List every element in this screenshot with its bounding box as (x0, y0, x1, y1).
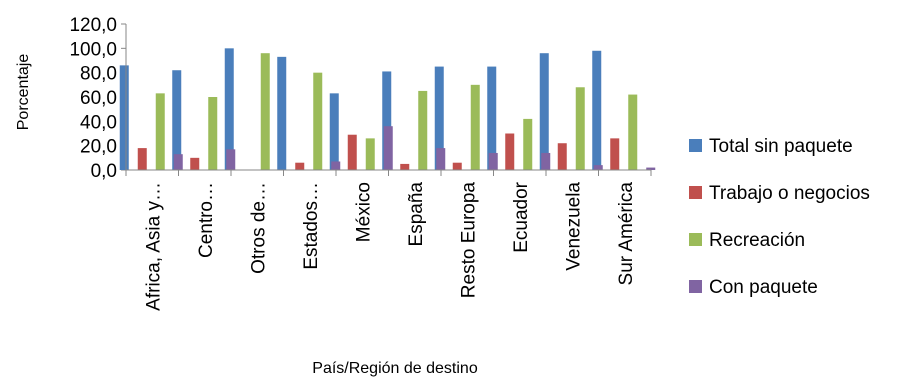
bar (418, 90, 428, 170)
category-label: Resto Europa (458, 182, 479, 299)
bar (523, 118, 533, 170)
bar (224, 48, 234, 171)
bar (541, 152, 551, 170)
category-label: España (406, 182, 427, 247)
bar (347, 134, 357, 170)
bar (155, 93, 165, 170)
bar (400, 163, 410, 170)
bar (313, 72, 323, 170)
x-axis-title: País/Región de destino (312, 360, 478, 377)
bar (592, 50, 602, 171)
bar (628, 94, 638, 170)
bar (295, 162, 305, 170)
bar (470, 84, 480, 170)
bar (434, 66, 444, 170)
legend-swatch (689, 233, 702, 246)
bar (260, 53, 270, 171)
legend-swatch (689, 139, 702, 152)
y-tick-label: 60,0 (80, 88, 117, 109)
legend-label: Total sin paquete (709, 136, 853, 157)
legend-label: Recreación (709, 230, 805, 251)
bar (331, 161, 341, 170)
y-tick-label: 40,0 (80, 112, 117, 133)
bar (119, 65, 129, 170)
bar (575, 87, 585, 170)
y-tick-label: 0,0 (91, 161, 117, 182)
bars (119, 48, 656, 171)
bar (137, 148, 147, 170)
bar (646, 167, 656, 170)
y-tick-label: 100,0 (69, 39, 117, 60)
bar (539, 53, 549, 171)
bar (383, 126, 393, 170)
legend: Total sin paquete Trabajo o negocios Recre… (689, 136, 870, 298)
category-label: México (353, 182, 374, 242)
bar (436, 148, 446, 170)
bar (505, 133, 515, 170)
legend-swatch (689, 280, 702, 293)
y-axis-ticks: 0,0 20,0 40,0 60,0 80,0 100,0 120,0 (69, 15, 126, 182)
category-label: Venezuela (563, 182, 584, 271)
bar (557, 143, 567, 170)
bar (610, 138, 620, 170)
category-labels: Africa, Asia y… Centro… Otros de… Estados… M… (143, 181, 637, 310)
bar (226, 149, 236, 170)
category-label: Africa, Asia y… (143, 182, 164, 311)
category-label: Sur América (616, 182, 637, 286)
y-tick-label: 80,0 (80, 64, 117, 85)
bar (487, 66, 497, 170)
bar (452, 162, 462, 170)
bar (382, 71, 392, 170)
legend-swatch (689, 186, 702, 199)
bar (365, 138, 375, 170)
bar (208, 97, 218, 170)
legend-label: Trabajo o negocios (709, 183, 870, 204)
y-axis-title: Porcentaje (15, 54, 32, 131)
x-axis-ticks (125, 170, 652, 176)
bar (172, 70, 182, 170)
bar (277, 56, 287, 170)
y-tick-label: 120,0 (69, 15, 117, 36)
category-label: Estados… (301, 182, 322, 270)
category-label: Centro… (196, 182, 217, 258)
category-label: Otros de… (248, 182, 269, 274)
bar (190, 157, 200, 170)
bar (488, 152, 498, 170)
legend-label: Con paquete (709, 277, 818, 298)
y-tick-label: 20,0 (80, 137, 117, 158)
category-label: Ecuador (511, 181, 532, 252)
bar (329, 93, 339, 170)
bar (593, 165, 603, 170)
bar (173, 154, 183, 170)
